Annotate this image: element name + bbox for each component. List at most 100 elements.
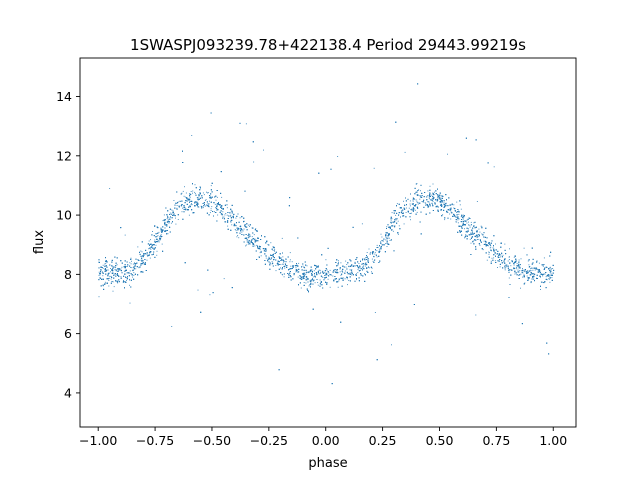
data-point — [497, 267, 498, 268]
data-point — [221, 205, 223, 207]
data-point — [332, 271, 334, 273]
data-point — [318, 273, 320, 275]
data-point — [282, 259, 284, 261]
data-point — [327, 278, 329, 280]
data-point — [296, 264, 298, 266]
data-point — [440, 209, 442, 211]
data-point — [156, 236, 158, 238]
data-point — [341, 285, 343, 287]
data-point — [461, 227, 463, 229]
data-point — [313, 270, 315, 272]
data-point — [342, 271, 344, 273]
data-point — [304, 275, 305, 277]
data-point — [387, 243, 389, 245]
data-point — [176, 207, 178, 209]
data-point — [109, 275, 111, 277]
data-point — [391, 218, 393, 220]
data-point — [247, 237, 249, 239]
data-point — [271, 261, 273, 263]
data-point — [356, 279, 357, 281]
data-point — [440, 195, 442, 197]
data-point — [368, 248, 370, 250]
data-point — [190, 194, 192, 195]
data-point — [136, 262, 138, 264]
data-point — [356, 265, 358, 266]
data-point — [390, 239, 392, 241]
data-point — [513, 256, 515, 258]
data-point — [247, 243, 249, 245]
data-point — [402, 212, 404, 214]
data-point — [270, 259, 272, 260]
data-point — [441, 204, 443, 206]
data-point — [282, 274, 283, 276]
data-point — [215, 207, 216, 209]
data-point — [518, 267, 520, 269]
data-point — [465, 220, 467, 222]
data-point — [509, 248, 510, 250]
data-point — [282, 263, 284, 265]
data-point — [379, 245, 380, 247]
data-point — [337, 281, 339, 283]
data-point — [488, 252, 490, 254]
data-point — [538, 270, 540, 272]
data-point — [400, 211, 402, 213]
data-point — [468, 224, 470, 226]
data-point — [386, 226, 388, 228]
data-point — [209, 212, 211, 214]
data-point — [226, 200, 228, 202]
data-point — [458, 226, 460, 227]
data-point — [227, 218, 229, 219]
data-point — [289, 261, 291, 263]
data-point — [466, 219, 468, 221]
data-point — [207, 205, 209, 207]
data-point — [416, 211, 418, 213]
data-point — [306, 276, 308, 278]
data-point — [490, 244, 491, 246]
data-point — [543, 268, 545, 270]
data-point — [364, 273, 365, 275]
data-point — [401, 212, 403, 214]
data-point — [444, 217, 446, 219]
data-point — [437, 206, 439, 208]
data-point — [214, 203, 216, 205]
data-point — [389, 226, 391, 228]
data-point — [488, 242, 489, 244]
data-point — [287, 256, 289, 258]
data-point — [517, 265, 519, 267]
data-point — [155, 244, 157, 246]
data-point — [191, 135, 193, 136]
data-point — [126, 266, 128, 267]
data-point — [498, 257, 500, 258]
data-point — [146, 259, 148, 261]
data-point — [295, 267, 297, 269]
data-point — [171, 326, 173, 327]
data-point — [329, 286, 331, 288]
data-point — [538, 262, 540, 264]
data-point — [156, 254, 158, 256]
data-point — [497, 256, 499, 258]
data-point — [243, 228, 245, 230]
data-point — [169, 231, 171, 233]
data-point — [504, 258, 506, 260]
data-point — [236, 236, 238, 238]
data-point — [510, 269, 512, 271]
data-point — [386, 235, 388, 237]
data-point — [367, 256, 368, 258]
data-point — [338, 280, 340, 282]
data-point — [108, 280, 110, 281]
data-point — [330, 168, 332, 170]
data-point — [127, 264, 129, 266]
data-point — [129, 302, 131, 304]
data-point — [238, 237, 240, 239]
data-point — [489, 244, 490, 246]
data-point — [445, 194, 447, 196]
data-point — [245, 244, 247, 246]
data-point — [543, 282, 545, 283]
data-point — [380, 242, 382, 244]
data-point — [429, 194, 431, 196]
data-point — [206, 204, 208, 206]
data-point — [381, 236, 383, 238]
data-point — [207, 203, 209, 205]
data-point — [499, 256, 501, 258]
data-point — [442, 195, 444, 197]
